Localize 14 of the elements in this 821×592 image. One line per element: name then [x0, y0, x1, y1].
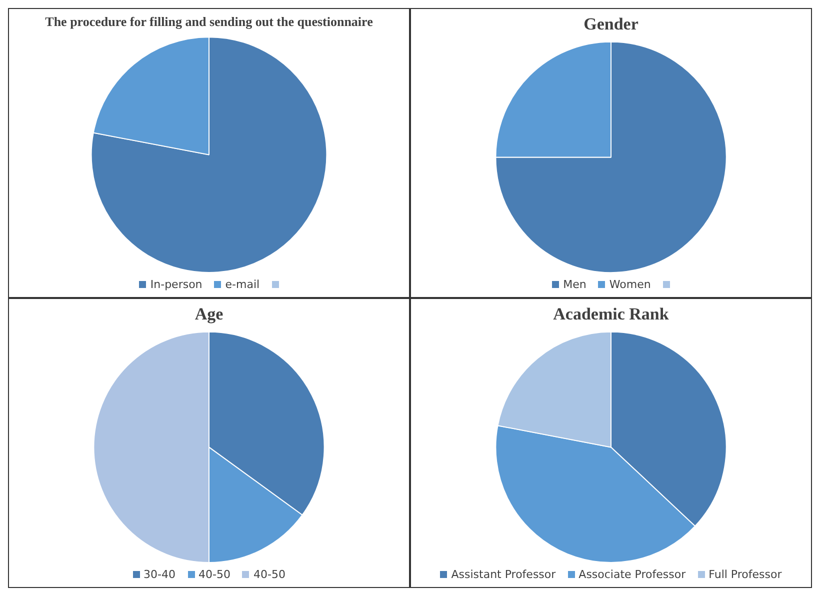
chart-title: The procedure for filling and sending out the questionnaire [45, 14, 374, 30]
legend-label: Full Professor [708, 568, 782, 580]
legend-label: Associate Professor [578, 568, 686, 580]
legend-label: 40-50 [253, 568, 286, 580]
legend-label: 40-50 [198, 568, 230, 580]
legend-label: Women [609, 278, 651, 290]
legend-label: e-mail [225, 278, 260, 290]
legend-label: 30-40 [144, 568, 176, 580]
chart-title: Age [194, 304, 224, 324]
chart-title: Gender [584, 14, 639, 34]
legend-label: In-person [150, 278, 202, 290]
legend-label: Assistant Professor [451, 568, 556, 580]
chart-title: Academic Rank [553, 304, 670, 324]
legend-label: Men [563, 278, 586, 290]
